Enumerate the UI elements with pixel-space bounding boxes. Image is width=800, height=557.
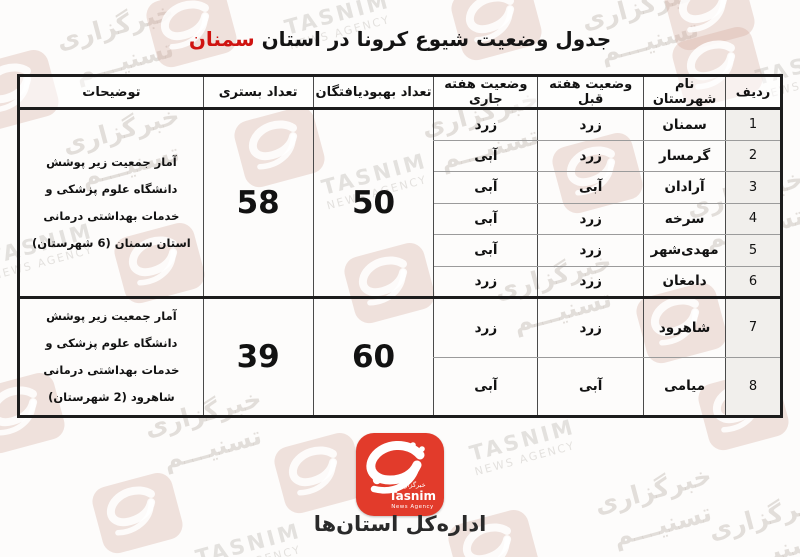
header-current-week: وضعیت هفته جاری	[433, 75, 539, 110]
tasnim-logo-sublabel-en: News Agency	[391, 503, 434, 510]
prev-week-status-cell: زرد	[537, 265, 645, 298]
row-number-cell: 5	[725, 234, 782, 267]
table-row: 4 سرخه زرد آبی	[19, 202, 782, 235]
prev-week-status-cell: زرد	[537, 296, 645, 358]
page-title-province: سمنان	[188, 27, 255, 51]
county-cell: میامی	[643, 356, 727, 418]
tasnim-logo-calligraphy-icon	[366, 441, 425, 494]
page-title-text: جدول وضعیت شیوع کرونا در استان	[261, 27, 612, 51]
prev-week-status-cell: زرد	[537, 234, 645, 267]
tasnim-logo-wordmark: خبرگزاری Tasnim News Agency	[388, 481, 436, 510]
current-week-status-cell: آبی	[433, 234, 539, 267]
row-number-cell: 2	[725, 139, 782, 172]
table-row: 1 سمنان زرد زرد 50 58 آمار جمعیت زیر پوش…	[18, 108, 782, 298]
covid-status-table: ردیف نام شهرستان وضعیت هفته قبل وضعیت هف…	[17, 74, 783, 419]
header-hospitalized: تعداد بستری	[202, 75, 314, 110]
current-week-status-cell: زرد	[433, 265, 539, 298]
tasnim-logo-label-fa: خبرگزاری	[399, 481, 426, 490]
current-week-status-cell: آبی	[433, 139, 539, 172]
prev-week-status-cell: آبی	[537, 171, 645, 204]
hospitalized-count-cell: 58	[202, 108, 314, 298]
header-recovered: تعداد بهبودیافتگان	[312, 75, 435, 110]
county-cell: سمنان	[643, 108, 727, 141]
county-cell: آرادان	[643, 171, 727, 204]
current-week-status-cell: آبی	[433, 171, 539, 204]
table-row: 2 گرمسار زرد آبی	[19, 139, 782, 172]
table-row: 6 دامغان زرد زرد	[19, 265, 782, 298]
tasnim-logo: خبرگزاری Tasnim News Agency	[356, 433, 444, 516]
note-cell: آمار جمعیت زیر پوشش دانشگاه علوم پزشکی و…	[18, 108, 204, 298]
county-cell: دامغان	[643, 265, 727, 298]
watermark-tasnim-logo-icon	[274, 432, 365, 514]
recovered-count-cell: 60	[312, 295, 435, 418]
note-cell: آمار جمعیت زیر پوشش دانشگاه علوم پزشکی و…	[18, 295, 204, 418]
table-header-row: ردیف نام شهرستان وضعیت هفته قبل وضعیت هف…	[18, 75, 782, 110]
current-week-status-cell: آبی	[433, 356, 539, 418]
current-week-status-cell: زرد	[433, 108, 539, 141]
prev-week-status-cell: زرد	[537, 139, 645, 172]
county-cell: گرمسار	[643, 139, 727, 172]
prev-week-status-cell: زرد	[537, 108, 645, 141]
header-row-number: ردیف	[725, 75, 782, 110]
row-number-cell: 8	[725, 356, 782, 418]
tasnim-logo-label-en: Tasnim	[388, 488, 436, 503]
row-number-cell: 6	[725, 265, 782, 298]
county-cell: سرخه	[643, 202, 727, 235]
row-number-cell: 7	[725, 296, 782, 358]
current-week-status-cell: آبی	[433, 202, 539, 235]
county-cell: شاهرود	[643, 296, 727, 358]
current-week-status-cell: زرد	[433, 296, 539, 358]
page-title: جدول وضعیت شیوع کرونا در استان سمنان	[0, 27, 800, 51]
row-number-cell: 3	[725, 171, 782, 204]
header-prev-week: وضعیت هفته قبل	[537, 75, 645, 110]
footer-department: اداره‌کل استان‌ها	[313, 512, 487, 536]
row-number-cell: 1	[725, 108, 782, 141]
prev-week-status-cell: زرد	[537, 202, 645, 235]
header-county: نام شهرستان	[643, 75, 727, 110]
table-row: 7 شاهرود زرد زرد 60 39 آمار جمعیت زیر پو…	[18, 295, 782, 418]
row-number-cell: 4	[725, 202, 782, 235]
prev-week-status-cell: آبی	[537, 356, 645, 418]
hospitalized-count-cell: 39	[202, 295, 314, 418]
county-cell: مهدی‌شهر	[643, 234, 727, 267]
recovered-count-cell: 50	[312, 108, 435, 298]
table-row: 5 مهدی‌شهر زرد آبی	[19, 234, 782, 267]
header-notes: توضیحات	[18, 75, 204, 110]
table-row: 8 میامی آبی آبی	[19, 356, 782, 418]
